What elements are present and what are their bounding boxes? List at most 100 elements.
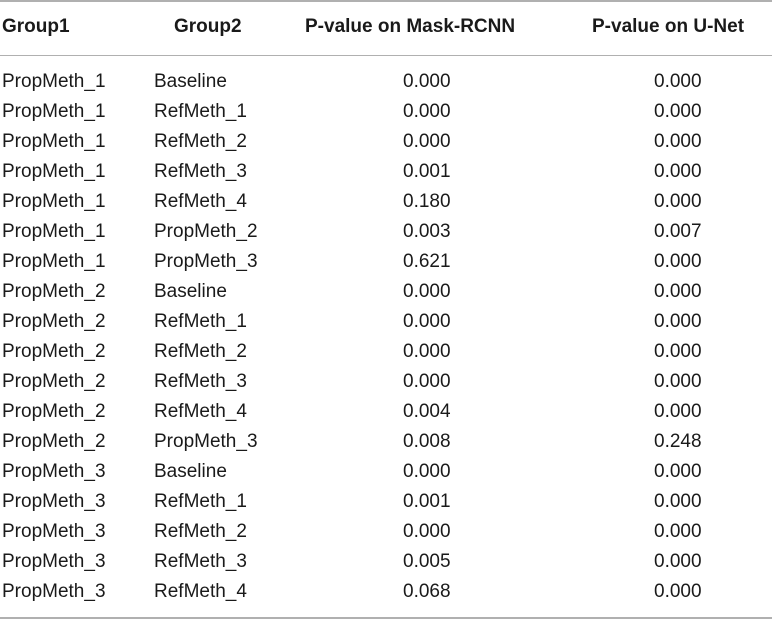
cell-group1: PropMeth_1 [2,221,106,242]
cell-group2: RefMeth_3 [154,161,247,182]
cell-group2: RefMeth_1 [154,311,247,332]
table-row: PropMeth_3 RefMeth_3 0.005 0.000 [0,547,772,577]
cell-group1: PropMeth_3 [2,461,106,482]
cell-group2: Baseline [154,281,227,302]
header-group1: Group1 [2,16,70,37]
cell-p-mask-rcnn: 0.001 [403,491,451,512]
cell-p-mask-rcnn: 0.621 [403,251,451,272]
cell-p-mask-rcnn: 0.068 [403,581,451,602]
table-row: PropMeth_3 RefMeth_1 0.001 0.000 [0,487,772,517]
cell-group1: PropMeth_1 [2,71,106,92]
cell-group2: Baseline [154,461,227,482]
cell-p-unet: 0.000 [654,581,702,602]
cell-p-mask-rcnn: 0.180 [403,191,451,212]
cell-group1: PropMeth_1 [2,131,106,152]
table-body: PropMeth_1 Baseline 0.000 0.000 PropMeth… [0,67,772,607]
table-row: PropMeth_1 RefMeth_2 0.000 0.000 [0,127,772,157]
cell-p-mask-rcnn: 0.000 [403,461,451,482]
cell-p-mask-rcnn: 0.000 [403,281,451,302]
cell-p-mask-rcnn: 0.000 [403,341,451,362]
cell-group2: RefMeth_3 [154,551,247,572]
table-row: PropMeth_2 RefMeth_4 0.004 0.000 [0,397,772,427]
table-row: PropMeth_3 Baseline 0.000 0.000 [0,457,772,487]
header-p-mask-rcnn: P-value on Mask-RCNN [305,16,516,37]
cell-p-unet: 0.000 [654,521,702,542]
cell-group1: PropMeth_2 [2,431,106,452]
cell-p-mask-rcnn: 0.000 [403,71,451,92]
cell-group1: PropMeth_1 [2,101,106,122]
cell-group2: RefMeth_2 [154,131,247,152]
cell-group1: PropMeth_2 [2,371,106,392]
table-row: PropMeth_2 PropMeth_3 0.008 0.248 [0,427,772,457]
header-group2: Group2 [174,16,242,37]
cell-group2: RefMeth_3 [154,371,247,392]
table-row: PropMeth_1 RefMeth_1 0.000 0.000 [0,97,772,127]
cell-p-unet: 0.000 [654,401,702,422]
cell-p-unet: 0.000 [654,461,702,482]
cell-group2: RefMeth_4 [154,401,247,422]
cell-p-unet: 0.000 [654,341,702,362]
cell-p-mask-rcnn: 0.003 [403,221,451,242]
cell-p-mask-rcnn: 0.000 [403,101,451,122]
table-row: PropMeth_2 RefMeth_3 0.000 0.000 [0,367,772,397]
cell-group2: PropMeth_3 [154,431,258,452]
cell-p-unet: 0.000 [654,161,702,182]
cell-p-unet: 0.000 [654,191,702,212]
cell-group1: PropMeth_2 [2,311,106,332]
cell-p-unet: 0.000 [654,131,702,152]
cell-group2: RefMeth_4 [154,191,247,212]
cell-p-unet: 0.007 [654,221,702,242]
cell-p-mask-rcnn: 0.000 [403,521,451,542]
table-row: PropMeth_3 RefMeth_2 0.000 0.000 [0,517,772,547]
cell-p-unet: 0.000 [654,251,702,272]
cell-p-unet: 0.000 [654,311,702,332]
cell-group1: PropMeth_2 [2,401,106,422]
cell-group1: PropMeth_3 [2,521,106,542]
cell-group2: RefMeth_1 [154,491,247,512]
cell-group1: PropMeth_2 [2,341,106,362]
table-row: PropMeth_1 PropMeth_2 0.003 0.007 [0,217,772,247]
cell-group2: RefMeth_2 [154,341,247,362]
table-row: PropMeth_1 PropMeth_3 0.621 0.000 [0,247,772,277]
table-top-rule [0,0,772,2]
cell-group1: PropMeth_3 [2,491,106,512]
table-header-row: Group1 Group2 P-value on Mask-RCNN P-val… [0,0,772,55]
cell-p-unet: 0.000 [654,101,702,122]
cell-p-mask-rcnn: 0.000 [403,311,451,332]
table-row: PropMeth_2 Baseline 0.000 0.000 [0,277,772,307]
cell-group1: PropMeth_1 [2,251,106,272]
cell-p-mask-rcnn: 0.000 [403,371,451,392]
cell-p-unet: 0.248 [654,431,702,452]
cell-group1: PropMeth_2 [2,281,106,302]
header-p-unet: P-value on U-Net [592,16,745,37]
cell-group1: PropMeth_3 [2,581,106,602]
cell-group2: RefMeth_1 [154,101,247,122]
table-row: PropMeth_3 RefMeth_4 0.068 0.000 [0,577,772,607]
cell-p-unet: 0.000 [654,71,702,92]
table-header-rule [0,55,772,56]
table-bottom-rule [0,617,772,619]
cell-group2: RefMeth_4 [154,581,247,602]
cell-group1: PropMeth_1 [2,191,106,212]
cell-group1: PropMeth_1 [2,161,106,182]
table-row: PropMeth_1 RefMeth_4 0.180 0.000 [0,187,772,217]
cell-group2: PropMeth_2 [154,221,258,242]
cell-group2: RefMeth_2 [154,521,247,542]
cell-p-mask-rcnn: 0.000 [403,131,451,152]
cell-p-unet: 0.000 [654,551,702,572]
cell-group2: Baseline [154,71,227,92]
cell-group2: PropMeth_3 [154,251,258,272]
cell-p-mask-rcnn: 0.005 [403,551,451,572]
table-row: PropMeth_1 Baseline 0.000 0.000 [0,67,772,97]
table-row: PropMeth_1 RefMeth_3 0.001 0.000 [0,157,772,187]
table-row: PropMeth_2 RefMeth_1 0.000 0.000 [0,307,772,337]
cell-p-unet: 0.000 [654,371,702,392]
cell-p-mask-rcnn: 0.001 [403,161,451,182]
cell-p-mask-rcnn: 0.004 [403,401,451,422]
table-row: PropMeth_2 RefMeth_2 0.000 0.000 [0,337,772,367]
cell-group1: PropMeth_3 [2,551,106,572]
cell-p-mask-rcnn: 0.008 [403,431,451,452]
cell-p-unet: 0.000 [654,491,702,512]
cell-p-unet: 0.000 [654,281,702,302]
